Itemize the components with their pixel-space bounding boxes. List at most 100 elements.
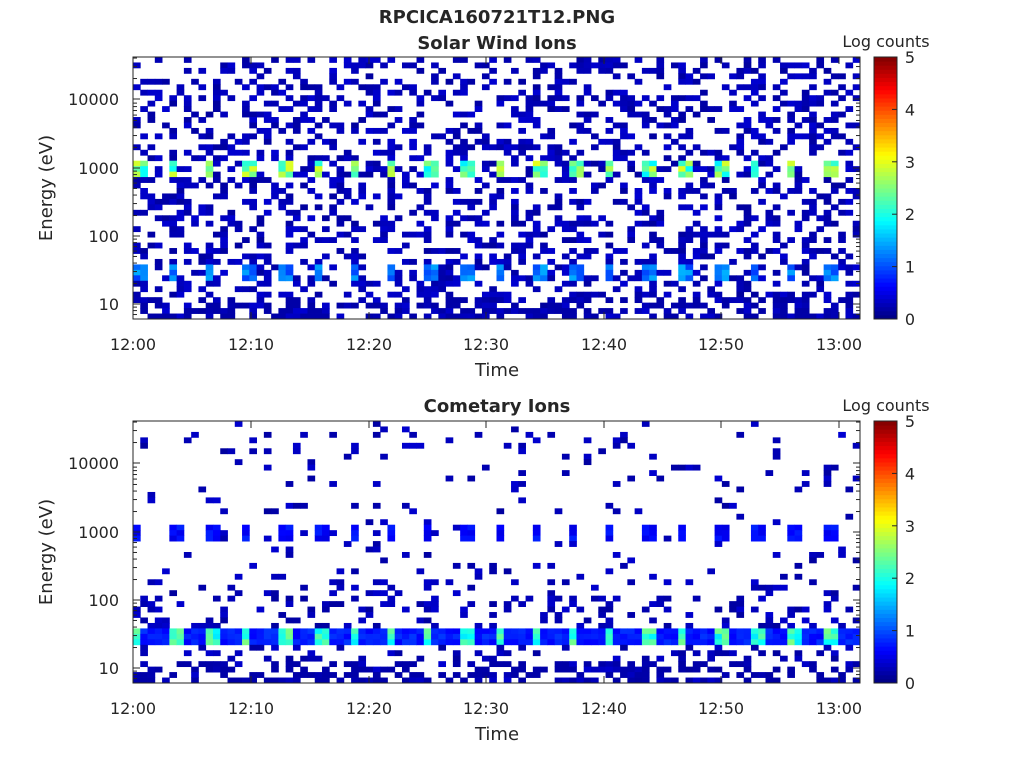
- heatmap-cell: [678, 639, 686, 646]
- heatmap-cell: [380, 590, 388, 597]
- heatmap-cell: [809, 188, 817, 194]
- heatmap-cell: [365, 111, 374, 118]
- heatmap-cell: [438, 248, 447, 254]
- heatmap-cell: [496, 661, 505, 668]
- heatmap-cell: [169, 177, 178, 183]
- heatmap-cell: [794, 650, 803, 657]
- heatmap-cell: [133, 633, 141, 640]
- heatmap-cell: [154, 133, 163, 140]
- colorbar-segment: [874, 134, 897, 140]
- heatmap-cell: [569, 237, 577, 243]
- panel-title: Cometary Ions: [424, 396, 571, 417]
- heatmap-cell: [423, 535, 432, 542]
- heatmap-cell: [445, 280, 454, 287]
- heatmap-cell: [641, 122, 650, 129]
- heatmap-cell: [140, 677, 148, 684]
- heatmap-cell: [227, 166, 236, 173]
- heatmap-cell: [474, 666, 483, 673]
- heatmap-cell: [278, 89, 287, 96]
- heatmap-cell: [750, 171, 759, 178]
- heatmap-cell: [278, 160, 287, 167]
- heatmap-cell: [634, 269, 643, 276]
- heatmap-cell: [794, 639, 803, 646]
- heatmap-cell: [227, 302, 236, 309]
- heatmap-cell: [343, 78, 352, 85]
- heatmap-cell: [271, 155, 279, 162]
- heatmap-cell: [394, 117, 403, 123]
- heatmap-cell: [801, 308, 810, 314]
- heatmap-cell: [256, 633, 265, 640]
- heatmap-cell: [729, 144, 737, 151]
- heatmap-cell: [271, 313, 279, 320]
- heatmap-cell: [743, 209, 752, 216]
- heatmap-cell: [307, 264, 316, 271]
- heatmap-cell: [518, 248, 526, 254]
- heatmap-cell: [750, 313, 759, 320]
- heatmap-cell: [140, 106, 148, 112]
- heatmap-cell: [678, 308, 686, 314]
- heatmap-cell: [656, 62, 665, 69]
- heatmap-cell: [300, 78, 308, 85]
- heatmap-cell: [649, 524, 657, 531]
- heatmap-cell: [700, 166, 708, 173]
- heatmap-cell: [147, 622, 156, 629]
- heatmap-cell: [394, 639, 403, 646]
- heatmap-cell: [750, 215, 759, 222]
- heatmap-cell: [830, 160, 839, 167]
- heatmap-cell: [816, 628, 825, 635]
- heatmap-cell: [285, 122, 294, 129]
- heatmap-cell: [612, 552, 621, 558]
- heatmap-cell: [845, 308, 854, 314]
- heatmap-cell: [576, 198, 585, 205]
- heatmap-cell: [394, 672, 403, 678]
- heatmap-cell: [649, 601, 657, 607]
- heatmap-cell: [845, 628, 854, 635]
- heatmap-cell: [794, 220, 803, 227]
- heatmap-cell: [292, 209, 301, 216]
- heatmap-cell: [329, 481, 337, 487]
- heatmap-cell: [554, 149, 563, 156]
- heatmap-cell: [721, 639, 730, 646]
- heatmap-cell: [750, 628, 759, 635]
- heatmap-cell: [758, 117, 766, 123]
- heatmap-cell: [641, 264, 650, 271]
- heatmap-cell: [351, 633, 359, 640]
- colorbar-segment: [874, 65, 897, 70]
- heatmap-cell: [554, 612, 563, 618]
- heatmap-cell: [365, 590, 374, 597]
- heatmap-cell: [372, 237, 381, 243]
- heatmap-cell: [518, 628, 526, 635]
- heatmap-cell: [401, 127, 410, 134]
- heatmap-cell: [641, 258, 650, 265]
- colorbar-segment: [874, 208, 897, 214]
- heatmap-cell: [242, 535, 250, 542]
- heatmap-cell: [300, 237, 308, 243]
- heatmap-cell: [460, 122, 468, 129]
- heatmap-cell: [772, 237, 781, 243]
- heatmap-cell: [743, 117, 752, 123]
- heatmap-cell: [343, 193, 352, 200]
- heatmap-cell: [416, 442, 425, 449]
- heatmap-cell: [801, 62, 810, 69]
- heatmap-cell: [569, 541, 577, 547]
- heatmap-cell: [794, 106, 803, 112]
- heatmap-cell: [612, 481, 621, 487]
- heatmap-cell: [358, 100, 367, 107]
- heatmap-cell: [481, 291, 490, 298]
- heatmap-cell: [823, 220, 832, 227]
- heatmap-cell: [438, 67, 447, 74]
- heatmap-cell: [700, 302, 708, 309]
- colorbar-segment: [874, 85, 897, 91]
- heatmap-cell: [569, 166, 577, 173]
- heatmap-cell: [263, 258, 272, 265]
- heatmap-cell: [707, 313, 715, 320]
- heatmap-cell: [729, 89, 737, 96]
- heatmap-cell: [685, 677, 694, 684]
- heatmap-cell: [845, 644, 854, 651]
- heatmap-cell: [162, 617, 170, 624]
- heatmap-cell: [714, 650, 723, 657]
- heatmap-cell: [387, 595, 396, 602]
- heatmap-cell: [496, 264, 505, 271]
- heatmap-cell: [183, 198, 192, 205]
- heatmap-cell: [583, 198, 592, 205]
